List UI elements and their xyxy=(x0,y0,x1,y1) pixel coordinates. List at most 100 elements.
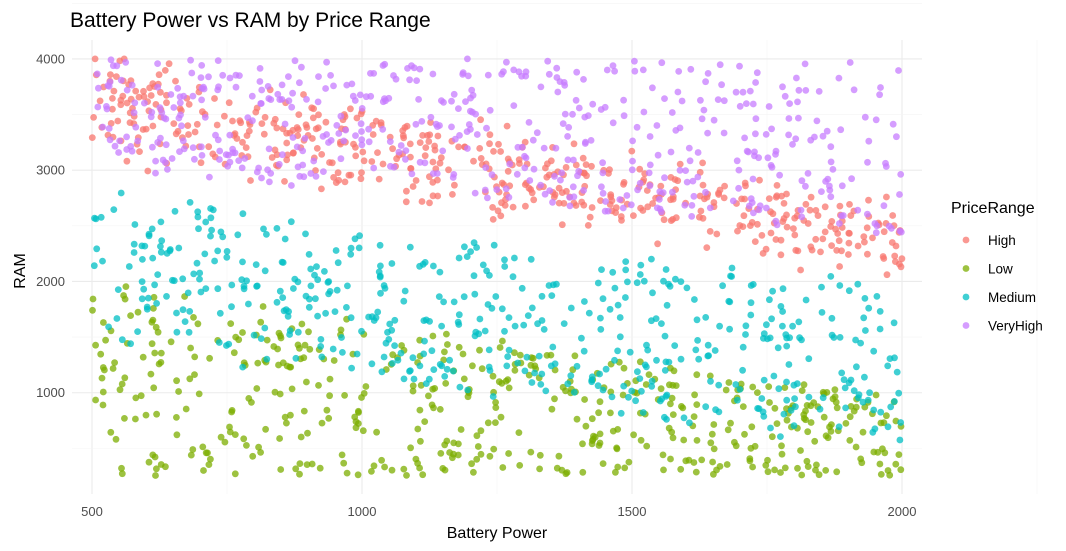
data-point xyxy=(163,250,171,257)
data-point xyxy=(190,314,197,321)
data-point xyxy=(677,278,685,285)
data-point xyxy=(575,167,583,175)
data-point xyxy=(271,388,279,396)
data-point xyxy=(819,132,827,140)
data-point xyxy=(777,251,785,259)
data-point xyxy=(422,144,430,152)
data-point xyxy=(136,148,143,156)
data-point xyxy=(591,433,599,441)
data-point xyxy=(505,346,513,354)
data-point xyxy=(707,439,715,447)
data-point xyxy=(200,467,207,474)
data-point xyxy=(215,83,222,91)
data-point xyxy=(697,96,704,104)
data-point xyxy=(575,104,583,112)
data-point xyxy=(114,286,122,293)
data-point xyxy=(358,136,366,144)
data-point xyxy=(375,175,383,183)
data-point xyxy=(622,258,630,265)
data-point xyxy=(794,98,801,106)
data-point xyxy=(318,151,326,158)
data-point xyxy=(439,147,447,155)
data-point xyxy=(239,138,246,146)
data-point xyxy=(333,286,341,294)
data-point xyxy=(149,451,157,459)
data-point xyxy=(443,437,451,445)
data-point xyxy=(530,196,538,204)
data-point xyxy=(751,238,759,246)
data-point xyxy=(256,65,264,72)
data-point xyxy=(671,342,679,349)
data-point xyxy=(672,275,679,283)
data-point xyxy=(815,471,823,479)
data-point xyxy=(121,415,128,422)
data-point xyxy=(883,193,890,201)
data-point xyxy=(330,357,338,364)
data-point xyxy=(658,320,665,327)
data-point xyxy=(694,149,702,156)
data-point xyxy=(441,348,448,356)
data-point xyxy=(302,230,309,238)
data-point xyxy=(107,428,115,436)
data-point xyxy=(778,450,786,458)
data-point xyxy=(797,266,804,274)
data-point xyxy=(663,391,671,399)
data-point xyxy=(791,395,798,402)
data-point xyxy=(463,128,471,136)
data-point xyxy=(886,471,894,479)
data-point xyxy=(654,240,661,248)
data-point xyxy=(658,395,666,403)
data-point xyxy=(763,321,770,329)
data-point xyxy=(838,212,845,220)
data-point xyxy=(289,134,297,141)
data-point xyxy=(781,384,789,391)
data-point xyxy=(734,227,741,235)
data-point xyxy=(779,83,786,91)
data-point xyxy=(489,393,497,400)
data-point xyxy=(746,87,754,95)
data-point xyxy=(406,367,413,375)
data-point xyxy=(802,296,810,304)
data-point xyxy=(724,426,732,434)
data-point xyxy=(661,174,668,182)
data-point xyxy=(464,386,472,394)
data-point xyxy=(772,193,780,201)
data-point xyxy=(830,334,838,341)
data-point xyxy=(722,386,730,394)
data-point xyxy=(785,361,793,368)
x-tick-label: 2000 xyxy=(888,504,917,519)
data-point xyxy=(137,392,145,400)
data-point xyxy=(791,214,799,222)
data-point xyxy=(113,62,121,70)
data-point xyxy=(661,413,668,421)
data-point xyxy=(331,308,339,315)
data-point xyxy=(770,372,778,380)
data-point xyxy=(221,438,229,446)
data-point xyxy=(505,193,513,201)
data-point xyxy=(536,451,544,459)
data-point xyxy=(566,202,574,210)
data-point xyxy=(223,248,231,255)
data-point xyxy=(134,308,142,316)
data-point xyxy=(147,113,155,121)
data-point xyxy=(273,298,281,306)
data-point xyxy=(835,74,843,82)
data-point xyxy=(750,209,757,217)
data-point xyxy=(185,328,193,336)
data-point xyxy=(819,394,827,402)
data-point xyxy=(885,222,893,230)
data-point xyxy=(261,324,269,332)
data-point xyxy=(474,443,482,450)
data-point xyxy=(419,260,427,268)
data-point xyxy=(459,69,467,77)
data-point xyxy=(570,388,578,396)
data-point xyxy=(783,378,790,386)
data-point xyxy=(807,243,815,251)
data-point xyxy=(281,120,289,128)
data-point xyxy=(563,469,571,476)
data-point xyxy=(118,336,126,344)
data-point xyxy=(865,304,873,312)
data-point xyxy=(395,148,403,156)
data-point xyxy=(231,470,239,478)
data-point xyxy=(197,159,205,167)
